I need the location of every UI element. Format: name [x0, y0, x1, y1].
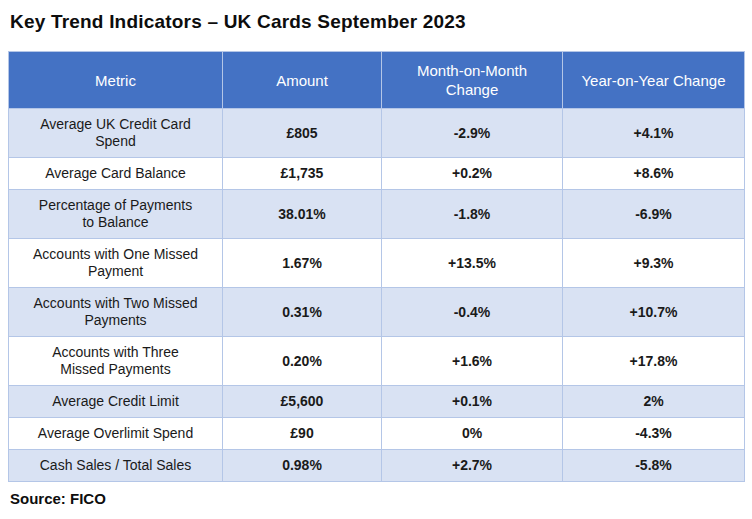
cell-yoy-change: +17.8% [563, 337, 745, 386]
table-row: Accounts with Three Missed Payments 0.20… [9, 337, 745, 386]
cell-amount: £1,735 [223, 158, 382, 190]
cell-mom-change: -0.4% [382, 288, 563, 337]
source-attribution: Source: FICO [10, 490, 744, 507]
cell-mom-change: +0.2% [382, 158, 563, 190]
column-header-mom-change: Month-on-Month Change [382, 52, 563, 109]
cell-amount: 1.67% [223, 239, 382, 288]
cell-mom-change: -2.9% [382, 109, 563, 158]
cell-metric: Accounts with Three Missed Payments [9, 337, 223, 386]
table-row: Percentage of Payments to Balance 38.01%… [9, 190, 745, 239]
cell-amount: 0.20% [223, 337, 382, 386]
cell-metric: Average Credit Limit [9, 386, 223, 418]
column-header-yoy-change: Year-on-Year Change [563, 52, 745, 109]
cell-amount: 38.01% [223, 190, 382, 239]
cell-amount: 0.98% [223, 450, 382, 482]
cell-metric: Average UK Credit Card Spend [9, 109, 223, 158]
table-row: Average Overlimit Spend £90 0% -4.3% [9, 418, 745, 450]
cell-mom-change: +2.7% [382, 450, 563, 482]
cell-yoy-change: +8.6% [563, 158, 745, 190]
cell-mom-change: +1.6% [382, 337, 563, 386]
key-trend-indicators-table: Metric Amount Month-on-Month Change Year… [8, 51, 745, 482]
cell-yoy-change: +4.1% [563, 109, 745, 158]
cell-mom-change: -1.8% [382, 190, 563, 239]
cell-amount: £805 [223, 109, 382, 158]
cell-yoy-change: -4.3% [563, 418, 745, 450]
cell-yoy-change: +10.7% [563, 288, 745, 337]
cell-yoy-change: -6.9% [563, 190, 745, 239]
report-page: Key Trend Indicators – UK Cards Septembe… [0, 0, 752, 507]
cell-yoy-change: -5.8% [563, 450, 745, 482]
table-row: Average Credit Limit £5,600 +0.1% 2% [9, 386, 745, 418]
table-row: Average UK Credit Card Spend £805 -2.9% … [9, 109, 745, 158]
cell-amount: £5,600 [223, 386, 382, 418]
table-row: Cash Sales / Total Sales 0.98% +2.7% -5.… [9, 450, 745, 482]
table-body: Average UK Credit Card Spend £805 -2.9% … [9, 109, 745, 482]
cell-metric: Accounts with One Missed Payment [9, 239, 223, 288]
column-header-amount: Amount [223, 52, 382, 109]
table-row: Accounts with Two Missed Payments 0.31% … [9, 288, 745, 337]
cell-metric: Cash Sales / Total Sales [9, 450, 223, 482]
table-row: Average Card Balance £1,735 +0.2% +8.6% [9, 158, 745, 190]
header-row: Metric Amount Month-on-Month Change Year… [9, 52, 745, 109]
column-header-metric: Metric [9, 52, 223, 109]
page-title: Key Trend Indicators – UK Cards Septembe… [10, 10, 744, 34]
cell-amount: £90 [223, 418, 382, 450]
cell-amount: 0.31% [223, 288, 382, 337]
cell-yoy-change: 2% [563, 386, 745, 418]
table-header: Metric Amount Month-on-Month Change Year… [9, 52, 745, 109]
cell-metric: Accounts with Two Missed Payments [9, 288, 223, 337]
cell-mom-change: +0.1% [382, 386, 563, 418]
table-row: Accounts with One Missed Payment 1.67% +… [9, 239, 745, 288]
cell-metric: Average Card Balance [9, 158, 223, 190]
cell-yoy-change: +9.3% [563, 239, 745, 288]
cell-metric: Average Overlimit Spend [9, 418, 223, 450]
cell-mom-change: 0% [382, 418, 563, 450]
cell-metric: Percentage of Payments to Balance [9, 190, 223, 239]
cell-mom-change: +13.5% [382, 239, 563, 288]
